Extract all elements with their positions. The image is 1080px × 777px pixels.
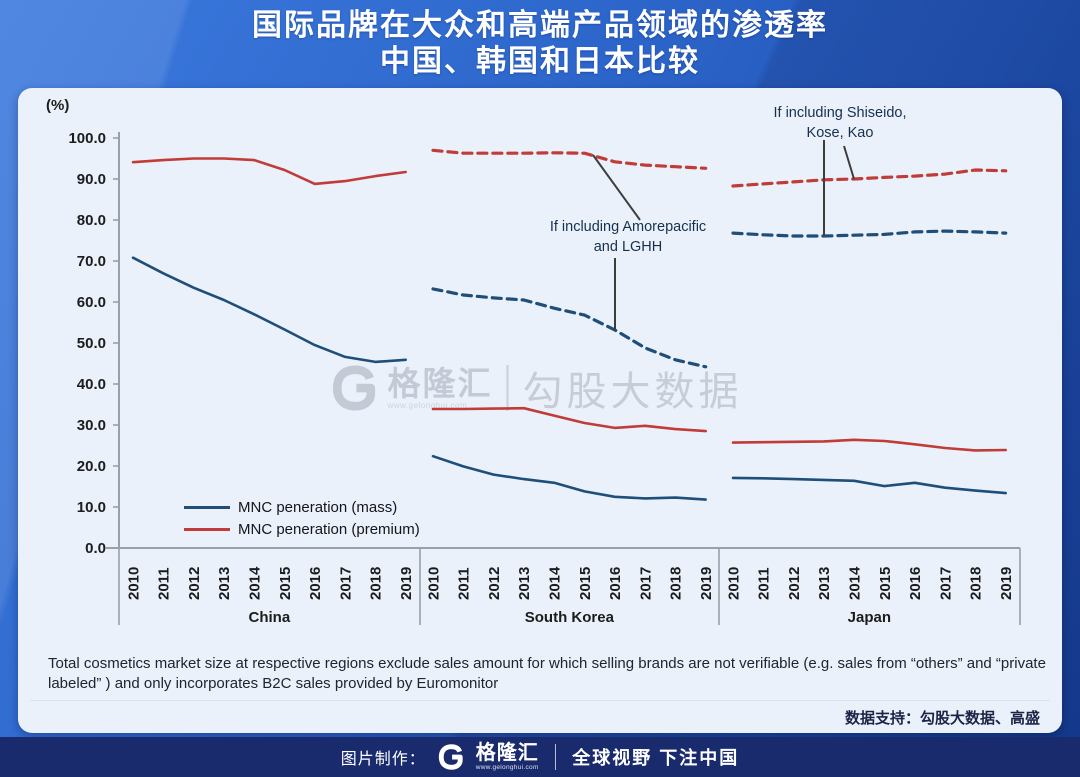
year-label: 2010: [425, 567, 442, 600]
year-label: 2017: [337, 567, 354, 600]
year-label: 2019: [698, 567, 715, 600]
year-label: 2015: [877, 567, 894, 600]
footer-brand-block: 格隆汇 www.gelonghui.com: [476, 743, 539, 772]
year-label: 2017: [937, 567, 954, 600]
series-line-japan-mass-dashed: [731, 229, 1008, 238]
legend-label-premium: MNC peneration (premium): [238, 520, 420, 538]
year-label: 2010: [125, 567, 142, 600]
y-tick-label: 50.0: [77, 335, 106, 352]
series-line-south-korea-mass-dashed: [431, 287, 708, 369]
year-label: 2013: [516, 567, 533, 600]
series-line-south-korea-mass-solid: [431, 454, 708, 501]
year-label: 2014: [246, 566, 263, 600]
data-support-credit: 数据支持：勾股大数据、高盛: [844, 710, 1040, 727]
year-label: 2010: [725, 567, 742, 600]
y-tick-label: 100.0: [68, 130, 106, 147]
year-label: 2014: [846, 566, 863, 600]
watermark-url: www.gelonghui.com: [387, 400, 468, 410]
footer-made-by-label: 图片制作：: [340, 751, 426, 768]
year-label: 2013: [816, 567, 833, 600]
watermark-product: 勾股大数据: [522, 370, 743, 414]
y-tick-label: 10.0: [77, 499, 106, 516]
year-label: 2017: [637, 567, 654, 600]
annotation-korea-line1: If including Amorepacific: [549, 219, 707, 235]
footer-divider: [554, 744, 557, 770]
title-line-2: 中国、韩国和日本比较: [380, 45, 700, 78]
annotation-connector: [843, 145, 855, 180]
series-line-china-premium-solid: [131, 157, 408, 186]
year-label: 2019: [398, 567, 415, 600]
legend-item-premium: MNC peneration (premium): [184, 518, 420, 540]
y-tick-label: 90.0: [77, 171, 106, 188]
year-label: 2016: [307, 567, 324, 600]
watermark: 格隆汇 www.gelonghui.com 勾股大数据: [332, 359, 743, 417]
y-tick-label: 0.0: [85, 540, 106, 557]
watermark-brand: 格隆汇: [387, 364, 493, 402]
chart-card: 格隆汇 www.gelonghui.com 勾股大数据 (%) 0.0 10.0 2…: [18, 88, 1062, 733]
country-label: South Korea: [525, 609, 615, 626]
year-label: 2012: [186, 567, 203, 600]
year-label: 2016: [907, 567, 924, 600]
year-label: 2016: [607, 567, 624, 600]
series-line-japan-premium-solid: [731, 438, 1008, 452]
watermark-divider: [506, 365, 509, 411]
country-label: Japan: [848, 609, 891, 626]
divider-rule: [30, 700, 1050, 701]
annotation-japan-line2: Kose, Kao: [806, 124, 874, 141]
watermark-brand-block: 格隆汇 www.gelonghui.com: [387, 364, 493, 410]
year-label: 2018: [368, 567, 385, 600]
year-label: 2011: [756, 567, 773, 600]
footer-bar: 图片制作： 格隆汇 www.gelonghui.com 全球视野 下注中国: [0, 737, 1080, 777]
gelonghui-logo-icon: [438, 744, 463, 770]
y-tick-label: 60.0: [77, 294, 106, 311]
page-title: 国际品牌在大众和高端产品领域的渗透率 中国、韩国和日本比较: [0, 8, 1080, 80]
annotation-japan-line1: If including Shiseido,: [773, 105, 907, 121]
y-tick-label: 40.0: [77, 376, 106, 393]
annotation-japan: If including Shiseido, Kose, Kao: [774, 104, 907, 143]
year-label: 2011: [456, 567, 473, 600]
year-label: 2011: [156, 567, 173, 600]
year-label: 2018: [668, 567, 685, 600]
legend-label-mass: MNC peneration (mass): [238, 498, 398, 516]
year-label: 2014: [546, 566, 563, 600]
year-label: 2012: [486, 567, 503, 600]
series-line-japan-mass-solid: [731, 476, 1008, 495]
legend-line-mass: [184, 505, 230, 509]
year-label: 2018: [968, 567, 985, 600]
y-tick-label: 20.0: [77, 458, 106, 475]
gelonghui-logo-icon: [332, 365, 376, 411]
series-line-south-korea-premium-dashed: [431, 148, 708, 170]
footnote: Total cosmetics market size at respectiv…: [48, 655, 1046, 692]
series-line-south-korea-premium-solid: [431, 406, 708, 433]
year-label: 2015: [577, 567, 594, 600]
annotation-korea-line2: and LGHH: [593, 238, 663, 255]
year-label: 2019: [998, 567, 1015, 600]
footer-url: www.gelonghui.com: [475, 763, 539, 771]
annotation-korea: If including Amorepacific and LGHH: [550, 218, 706, 257]
footer-slogan: 全球视野 下注中国: [572, 748, 740, 768]
chart-svg: 0.0 10.0 20.0 30.0 40.0 50.0 60.0 70.0 80.0 90.0 1…: [68, 130, 1021, 626]
series-line-japan-premium-dashed: [731, 168, 1008, 188]
country-label: China: [249, 609, 291, 626]
title-line-1: 国际品牌在大众和高端产品领域的渗透率: [252, 9, 828, 42]
legend-line-premium: [184, 527, 230, 531]
y-tick-label: 80.0: [77, 212, 106, 229]
footer-brand: 格隆汇: [475, 741, 539, 764]
series-line-china-mass-solid: [131, 256, 408, 364]
year-label: 2015: [277, 567, 294, 600]
y-tick-label: 30.0: [77, 417, 106, 434]
annotation-connector: [592, 154, 641, 221]
y-axis-unit-label: (%): [46, 97, 70, 114]
chart-legend: MNC peneration (mass) MNC peneration (pr…: [184, 496, 420, 540]
legend-item-mass: MNC peneration (mass): [184, 496, 420, 518]
y-tick-label: 70.0: [77, 253, 106, 270]
year-label: 2012: [786, 567, 803, 600]
year-label: 2013: [216, 567, 233, 600]
